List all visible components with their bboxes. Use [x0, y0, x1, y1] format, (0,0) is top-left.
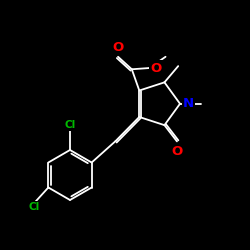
Text: Cl: Cl: [29, 202, 40, 212]
Text: O: O: [112, 41, 124, 54]
Text: O: O: [171, 145, 182, 158]
Text: N: N: [183, 97, 194, 110]
Text: O: O: [150, 62, 162, 74]
Text: Cl: Cl: [64, 120, 76, 130]
